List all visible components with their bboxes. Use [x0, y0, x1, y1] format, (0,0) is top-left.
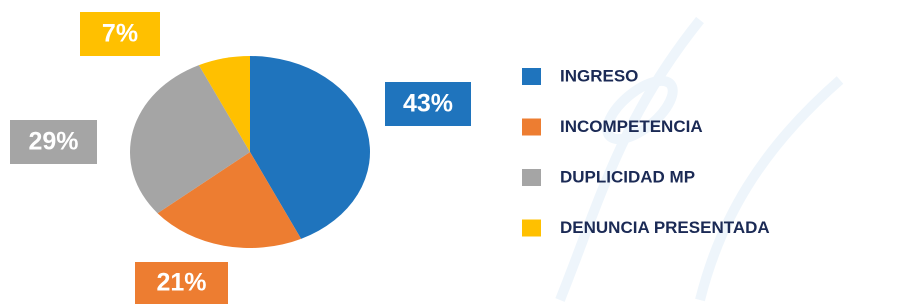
data-label: 29% — [28, 128, 78, 156]
legend-label: INCOMPETENCIA — [560, 117, 703, 136]
legend-label: DENUNCIA PRESENTADA — [560, 218, 770, 237]
chart: 43% 21% 29% 7% INGRESO INCOMPETENCIA DUPLICIDA… — [0, 0, 898, 304]
legend-label: DUPLICIDAD MP — [560, 167, 695, 186]
legend-swatch — [522, 119, 541, 136]
data-label: 43% — [403, 90, 453, 118]
data-label: 7% — [102, 20, 138, 48]
legend-label: INGRESO — [560, 66, 638, 85]
watermark — [560, 20, 840, 300]
page: {"chart_data": {"type": "pie", "categori… — [0, 0, 898, 304]
legend-swatch — [522, 220, 541, 237]
legend-swatch — [522, 169, 541, 186]
data-label: 21% — [156, 269, 206, 297]
legend-swatch — [522, 68, 541, 85]
